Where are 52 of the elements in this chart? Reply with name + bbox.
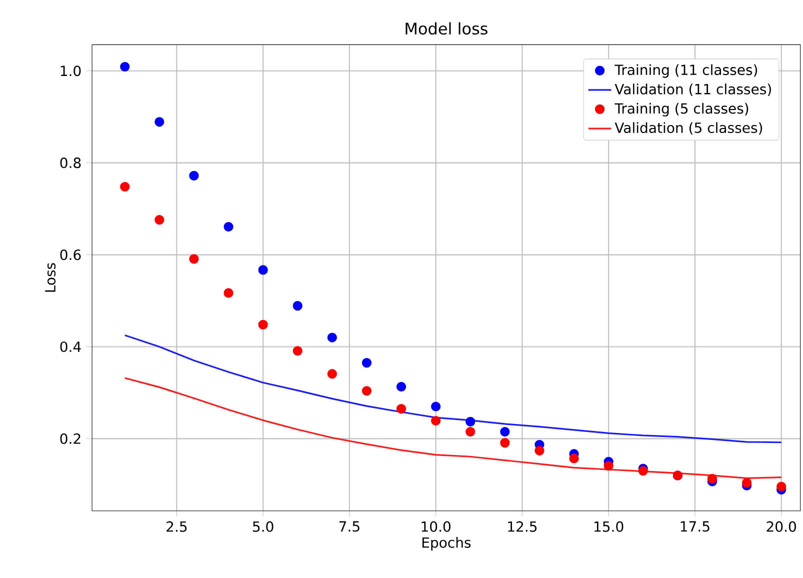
point bbox=[604, 461, 614, 471]
point bbox=[396, 382, 406, 392]
legend-label: Training (5 classes) bbox=[614, 103, 748, 117]
point bbox=[292, 346, 302, 356]
line-series bbox=[124, 334, 782, 444]
point bbox=[431, 416, 441, 426]
point bbox=[327, 369, 337, 379]
x-tick-label: 5.0 bbox=[253, 521, 274, 532]
y-tick-label: 1.0 bbox=[60, 66, 81, 76]
legend-label: Validation (11 classes) bbox=[614, 84, 771, 96]
point bbox=[638, 466, 648, 476]
point bbox=[707, 474, 718, 484]
point bbox=[534, 446, 544, 456]
y-axis-title: Loss bbox=[45, 263, 56, 292]
point bbox=[396, 404, 406, 414]
point bbox=[500, 427, 510, 437]
point bbox=[362, 358, 372, 368]
point bbox=[500, 438, 510, 448]
point bbox=[327, 332, 337, 343]
x-tick-label: 15.0 bbox=[594, 521, 624, 532]
x-tick-label: 2.5 bbox=[166, 521, 187, 532]
point bbox=[154, 117, 164, 127]
point bbox=[258, 320, 268, 330]
point bbox=[120, 62, 130, 72]
point bbox=[189, 171, 199, 181]
x-tick-label: 7.5 bbox=[339, 521, 360, 532]
legend-label: Validation (5 classes) bbox=[614, 122, 762, 135]
point bbox=[224, 222, 234, 232]
point bbox=[154, 215, 164, 225]
point bbox=[292, 301, 302, 311]
point bbox=[120, 182, 130, 192]
point bbox=[224, 288, 234, 298]
legend-label: Training (11 classes) bbox=[614, 64, 758, 78]
point bbox=[466, 417, 476, 427]
y-tick-label: 0.4 bbox=[60, 342, 81, 352]
x-tick-label: 12.5 bbox=[508, 521, 537, 532]
point bbox=[189, 254, 199, 264]
x-tick-label: 10.0 bbox=[422, 521, 450, 532]
point bbox=[466, 427, 476, 437]
y-tick-label: 0.8 bbox=[60, 158, 81, 168]
point bbox=[742, 478, 752, 488]
point bbox=[431, 402, 441, 412]
point bbox=[569, 454, 579, 464]
x-axis-title: Epochs bbox=[422, 537, 471, 551]
point bbox=[258, 265, 268, 275]
chart-title: Model loss bbox=[406, 22, 488, 35]
x-tick-label: 17.5 bbox=[680, 521, 710, 532]
point bbox=[362, 386, 372, 396]
x-tick-label: 20.0 bbox=[766, 521, 796, 532]
y-tick-label: 0.2 bbox=[60, 434, 80, 444]
y-tick-label: 0.6 bbox=[60, 250, 81, 260]
point bbox=[776, 482, 786, 492]
